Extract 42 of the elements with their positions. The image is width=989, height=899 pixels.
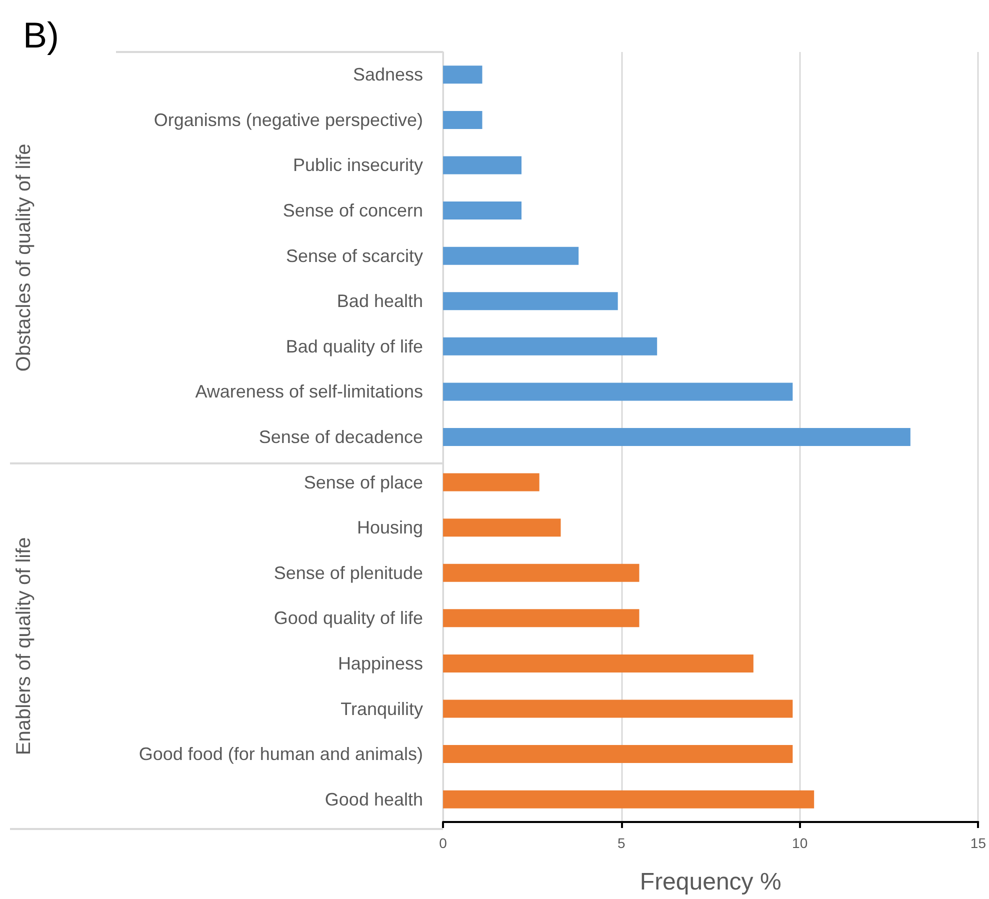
text: B) — [23, 14, 59, 56]
bar — [443, 66, 482, 84]
y-tick-label: Sadness — [352, 64, 423, 85]
text: Enablers of quality of life — [13, 537, 35, 756]
bar — [443, 156, 522, 174]
bar — [443, 110, 482, 129]
bar — [443, 654, 754, 672]
x-tick-label: 0 — [439, 835, 448, 851]
bar — [443, 337, 658, 356]
bar — [443, 428, 910, 446]
y-tick-label: Sense of scarcity — [286, 246, 423, 266]
y-tick-label: Sense of decadence — [258, 427, 423, 447]
y-tick-label: Sense of concern — [282, 200, 423, 221]
bar — [443, 518, 561, 537]
bar — [443, 202, 522, 220]
x-tick-label: 10 — [792, 835, 808, 851]
bar — [443, 292, 618, 310]
bar — [443, 609, 640, 628]
bar — [443, 246, 579, 265]
x-axis-title: Frequency % — [640, 868, 782, 896]
y-tick-label: Bad quality of life — [286, 336, 423, 356]
x-tick-label: 5 — [618, 835, 626, 851]
bar — [443, 700, 793, 718]
text: Obstacles of quality of life — [13, 144, 35, 372]
bar — [443, 473, 540, 492]
y-tick-label: Bad health — [336, 291, 423, 312]
y-tick-label: Happiness — [338, 653, 423, 674]
y-tick-label: Sense of place — [304, 472, 423, 492]
y-tick-label: Housing — [356, 518, 423, 538]
y-tick-label: Public insecurity — [292, 155, 423, 176]
y-tick-label: Awareness of self-limitations — [195, 382, 423, 402]
y-tick-label: Good quality of life — [274, 608, 423, 628]
bar — [443, 564, 640, 582]
x-tick-label: 15 — [970, 835, 986, 851]
y-tick-label: Tranquility — [340, 698, 423, 719]
y-tick-label: Good food (for human and animals) — [138, 744, 423, 764]
bar — [443, 382, 793, 401]
y-tick-label: Organisms (negative perspective) — [154, 110, 423, 130]
y-tick-label: Sense of plenitude — [274, 562, 423, 583]
bar — [443, 745, 793, 764]
bar — [443, 790, 814, 808]
y-tick-label: Good health — [324, 789, 423, 810]
